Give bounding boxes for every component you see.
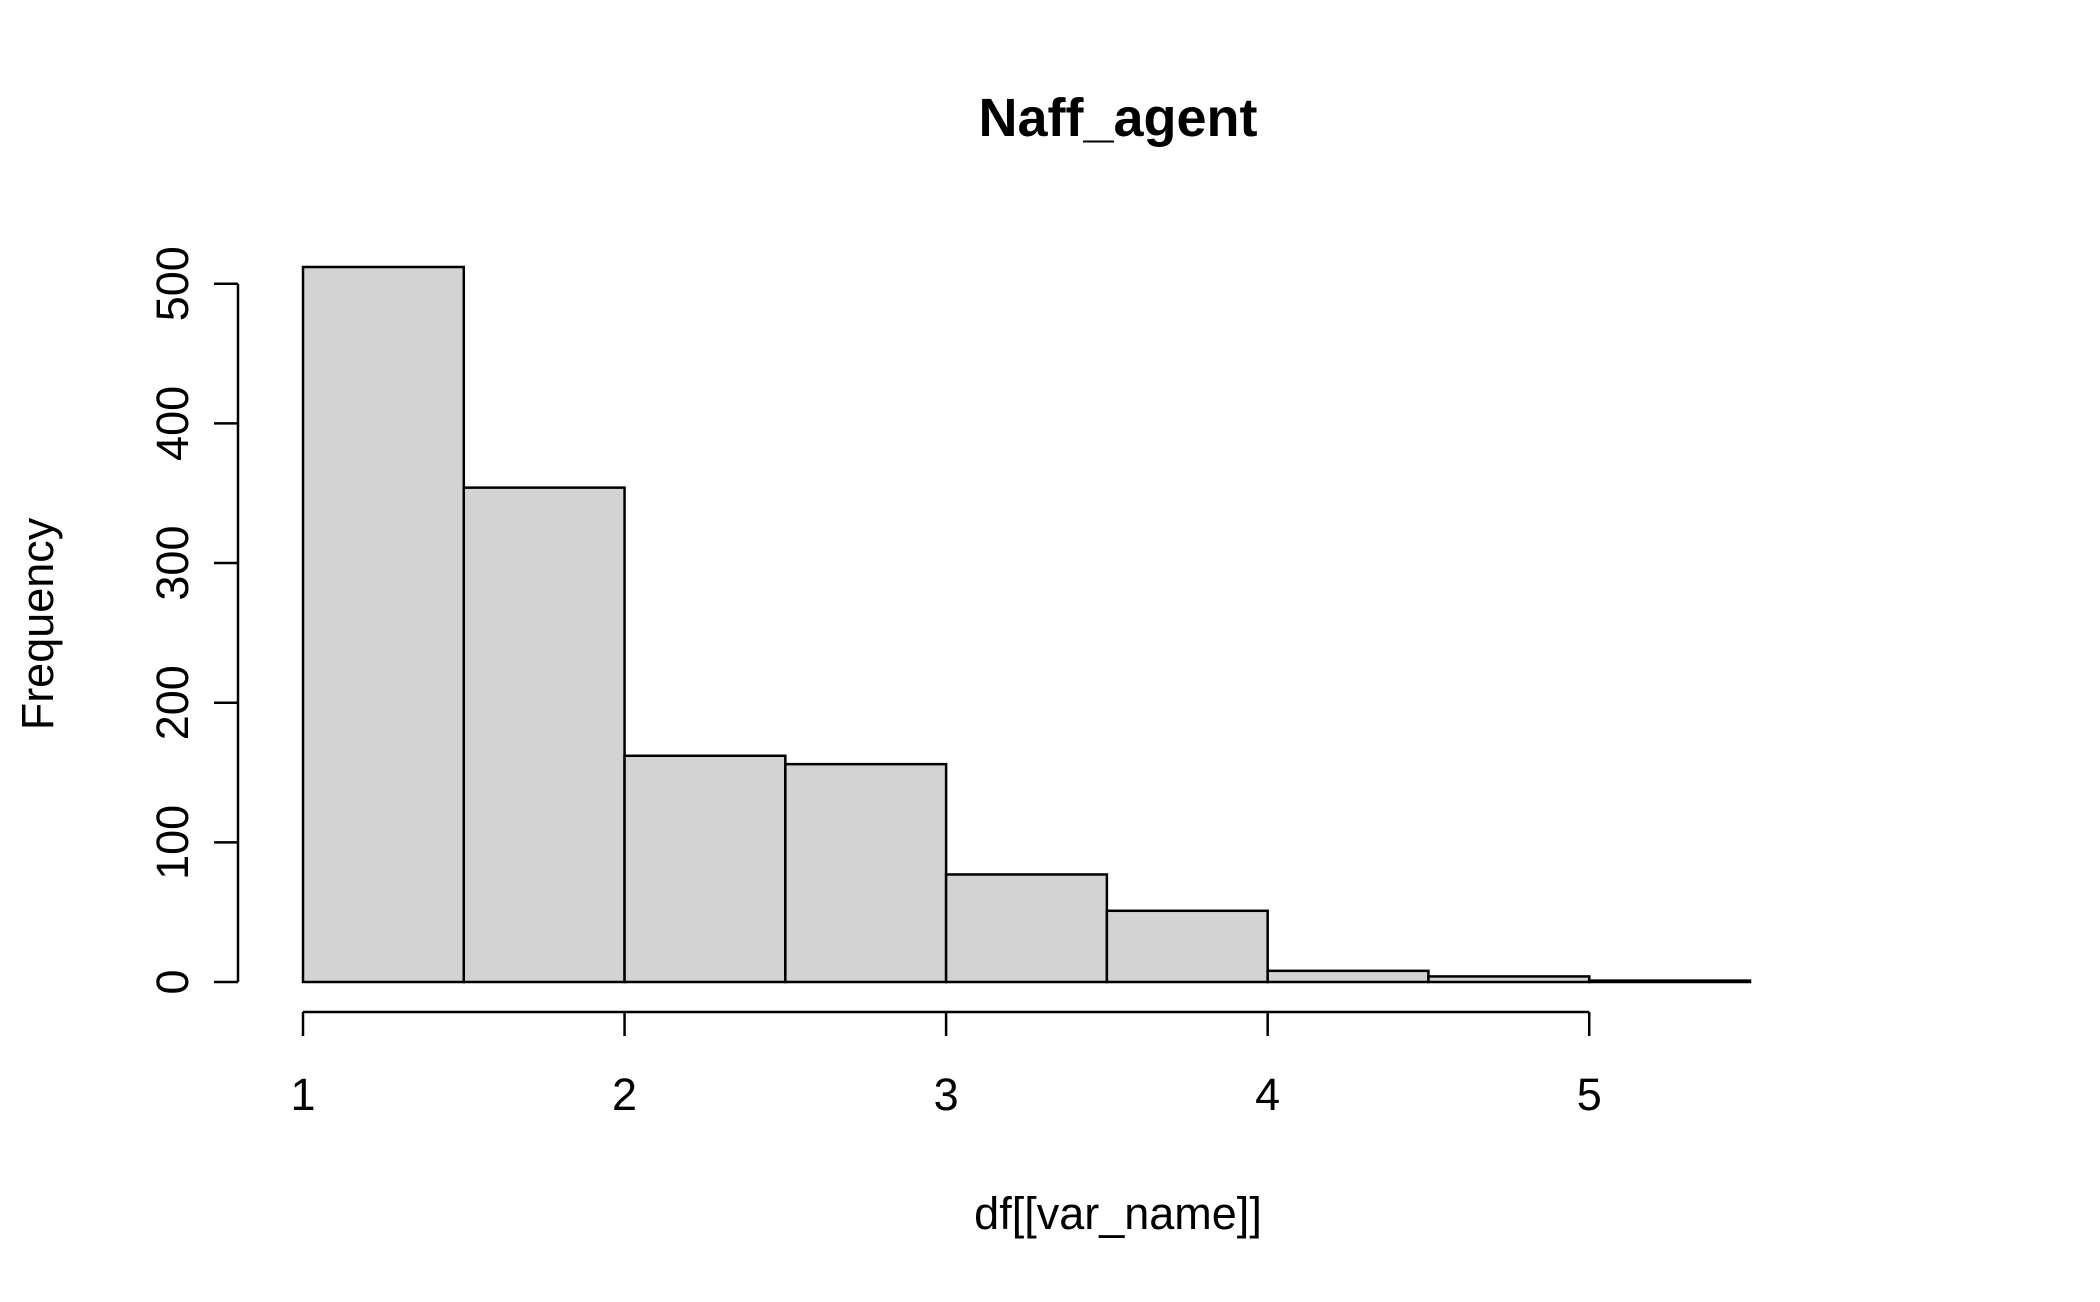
histogram-bar-4 bbox=[784, 762, 948, 984]
y-tick-label-500: 500 bbox=[147, 246, 198, 321]
histogram-bar-2 bbox=[462, 486, 626, 984]
histogram-bar-5 bbox=[944, 873, 1109, 984]
y-tick-label-0: 0 bbox=[147, 969, 198, 994]
x-tick-label-3: 3 bbox=[934, 1069, 959, 1120]
y-tick-label-300: 300 bbox=[147, 526, 198, 601]
histogram-bar-3 bbox=[623, 754, 787, 984]
histogram-bar-6 bbox=[1105, 909, 1269, 984]
x-axis-label: df[[var_name]] bbox=[974, 1188, 1262, 1239]
y-axis: 0 100 200 300 400 500 bbox=[147, 246, 240, 995]
x-tick-label-1: 1 bbox=[290, 1069, 315, 1120]
bars-layer bbox=[301, 265, 1752, 984]
x-tick-label-2: 2 bbox=[612, 1069, 637, 1120]
chart-title: Naff_agent bbox=[978, 88, 1257, 148]
y-axis-label: Frequency bbox=[12, 517, 63, 730]
histogram-bar-1 bbox=[301, 265, 466, 984]
y-tick-label-200: 200 bbox=[147, 665, 198, 740]
histogram-bar-9 bbox=[1587, 979, 1752, 984]
histogram-bar-8 bbox=[1427, 975, 1591, 984]
x-tick-label-5: 5 bbox=[1577, 1069, 1602, 1120]
y-tick-label-400: 400 bbox=[147, 386, 198, 461]
x-axis: 1 2 3 4 5 bbox=[290, 1010, 1602, 1120]
histogram-bar-7 bbox=[1266, 969, 1430, 984]
y-tick-label-100: 100 bbox=[147, 805, 198, 880]
x-tick-label-4: 4 bbox=[1255, 1069, 1280, 1120]
